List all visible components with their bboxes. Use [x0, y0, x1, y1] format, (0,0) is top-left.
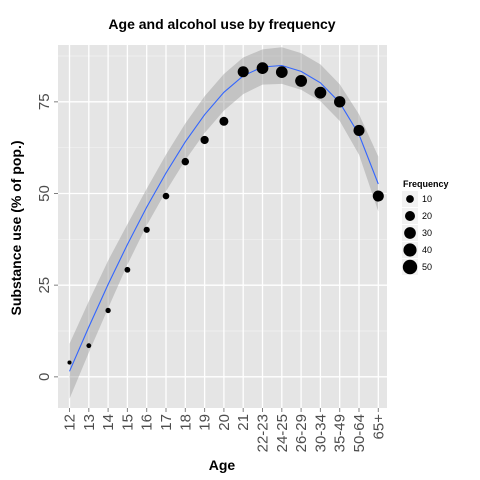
- y-tick-label: 25: [36, 277, 53, 294]
- y-axis-title: Substance use (% of pop.): [8, 140, 24, 315]
- y-tick-label: 75: [36, 93, 53, 110]
- data-point: [67, 360, 72, 365]
- legend-label: 30: [422, 228, 432, 238]
- x-tick-label: 35-49: [332, 414, 349, 452]
- data-point: [275, 66, 288, 78]
- legend-symbol: [404, 227, 416, 239]
- x-tick-label: 19: [197, 414, 214, 431]
- smooth-confidence-band: [69, 47, 379, 399]
- x-tick-label: 26-29: [293, 414, 310, 452]
- data-point: [372, 190, 384, 202]
- smooth-band-layer: [69, 47, 379, 399]
- x-tick-label: 22-23: [255, 414, 272, 452]
- data-point: [105, 307, 111, 314]
- legend-title: Frequency: [403, 179, 449, 189]
- legend-symbol: [405, 211, 415, 221]
- data-point: [124, 266, 131, 273]
- grid-minor: [58, 55, 387, 332]
- x-tick-label: 21: [235, 414, 252, 431]
- legend-label: 40: [422, 245, 432, 255]
- x-tick-label: 13: [81, 414, 98, 431]
- y-tick-label: 0: [36, 373, 53, 381]
- x-tick-label: 24-25: [274, 414, 291, 452]
- chart-title: Age and alcohol use by frequency: [108, 16, 335, 32]
- data-point: [256, 62, 269, 74]
- x-tick-label: 17: [158, 414, 175, 431]
- data-point: [181, 157, 190, 166]
- data-point: [314, 86, 327, 99]
- y-tick-label: 50: [36, 185, 53, 202]
- x-tick-label: 14: [100, 414, 117, 431]
- grid-major: [58, 45, 387, 408]
- data-point: [353, 124, 365, 136]
- x-tick-label: 15: [119, 414, 136, 431]
- x-tick-label: 50-64: [351, 414, 368, 452]
- x-tick-label: 65+: [370, 414, 387, 440]
- x-tick-label: 30-34: [312, 414, 329, 452]
- x-ticks: 12 13 14 15 16 17 18 19 20 21 22-23 24-25 26-29 30-34…: [62, 408, 387, 452]
- data-point: [219, 116, 229, 126]
- legend-symbol: [406, 195, 414, 203]
- data-point: [143, 226, 150, 233]
- x-tick-label: 16: [139, 414, 156, 431]
- data-point: [295, 75, 308, 87]
- data-point: [200, 135, 209, 145]
- legend-label: 20: [422, 211, 432, 221]
- legend-symbol: [402, 259, 418, 275]
- y-ticks: 0 25 50 75: [36, 93, 58, 381]
- legend: Frequency 10 20 30 40 50: [402, 179, 449, 275]
- legend-label: 50: [422, 262, 432, 272]
- smooth-line: [68, 64, 379, 372]
- data-point: [334, 96, 346, 108]
- data-point: [162, 192, 170, 200]
- smooth-line-layer: [68, 64, 379, 372]
- x-axis-title: Age: [209, 457, 236, 473]
- x-tick-label: 20: [216, 414, 233, 431]
- x-tick-label: 18: [177, 414, 194, 431]
- x-tick-label: 12: [62, 414, 79, 431]
- plot-panel: [58, 45, 387, 408]
- legend-label: 10: [422, 194, 432, 204]
- data-point: [237, 66, 249, 78]
- data-point: [86, 343, 92, 349]
- legend-symbol: [403, 243, 417, 257]
- points-layer: [67, 62, 384, 365]
